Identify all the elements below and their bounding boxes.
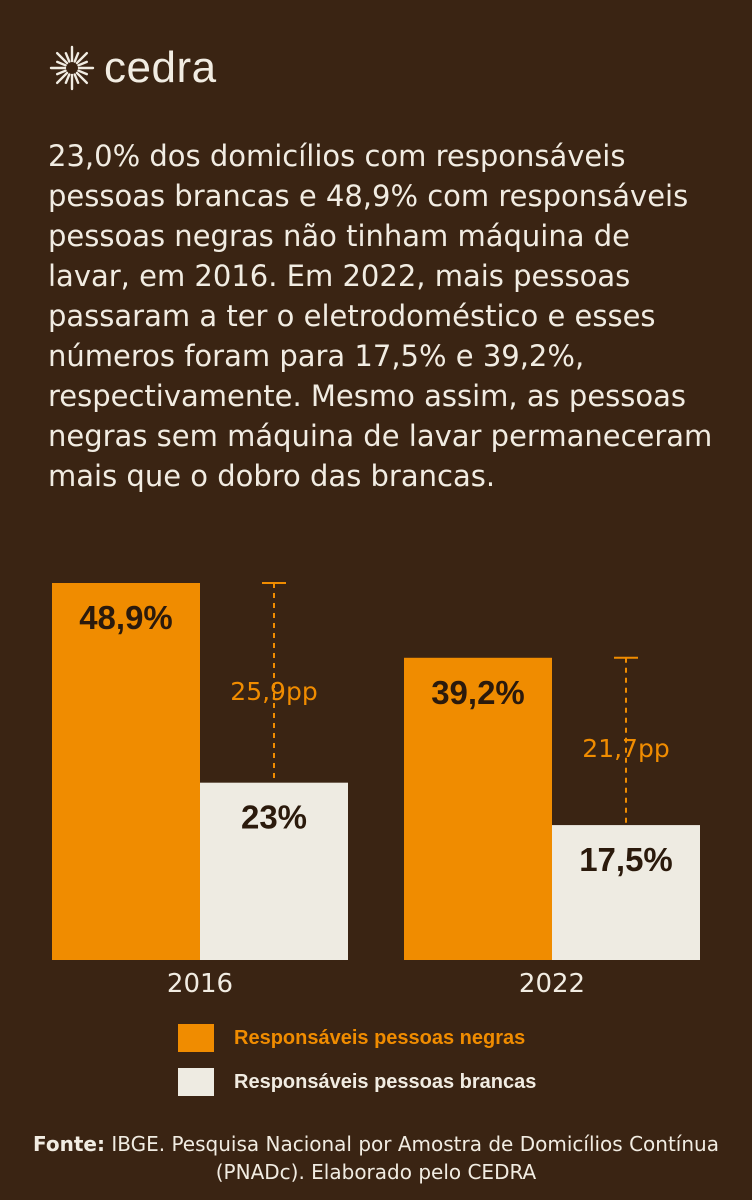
sunburst-ray xyxy=(75,71,89,85)
difference-label-2016: 25,9pp xyxy=(230,677,317,706)
legend-label-negras: Responsáveis pessoas negras xyxy=(234,1026,526,1049)
intro-text: 23,0% dos domicílios com responsáveis pe… xyxy=(48,139,713,493)
bar-chart: 48,9% 23% 25,9pp 2016 39,2% 17,5% 21,7pp 2022 xyxy=(52,582,700,999)
sunburst-ray xyxy=(73,73,80,84)
data-label-brancas-2022: 17,5% xyxy=(579,841,673,878)
x-tick-label-2016: 2016 xyxy=(167,969,233,999)
data-label-negras-2022: 39,2% xyxy=(431,674,525,711)
brand-logo: cedra xyxy=(48,40,217,96)
legend-item-negras: Responsáveis pessoas negras xyxy=(178,1022,536,1054)
sunburst-ray xyxy=(55,71,69,85)
legend: Responsáveis pessoas negras Responsáveis… xyxy=(178,1022,536,1110)
data-label-brancas-2016: 23% xyxy=(241,799,307,836)
bar-negras-2016 xyxy=(52,583,200,960)
sunburst-ray xyxy=(77,60,88,67)
legend-item-brancas: Responsáveis pessoas brancas xyxy=(178,1066,536,1098)
sunburst-icon xyxy=(49,45,95,91)
legend-label-brancas: Responsáveis pessoas brancas xyxy=(234,1070,537,1093)
bar-brancas-2022 xyxy=(552,825,700,960)
data-label-negras-2016: 48,9% xyxy=(79,599,173,636)
source-label: Fonte: xyxy=(33,1132,105,1156)
bar-negras-2022 xyxy=(404,657,552,960)
bar-brancas-2016 xyxy=(200,782,348,960)
sunburst-ray xyxy=(75,51,89,65)
sunburst-ray xyxy=(77,69,88,76)
sunburst-ray xyxy=(64,73,71,84)
difference-label-2022: 21,7pp xyxy=(582,734,669,763)
source-text: IBGE. Pesquisa Nacional por Amostra de D… xyxy=(104,1132,719,1184)
sunburst-ray xyxy=(64,52,71,63)
legend-swatch-negras xyxy=(178,1024,214,1052)
x-tick-label-2022: 2022 xyxy=(519,969,585,999)
sunburst-ray xyxy=(56,60,67,67)
legend-swatch-brancas xyxy=(178,1068,214,1096)
brand-name: cedra xyxy=(104,43,217,92)
sunburst-ray xyxy=(56,69,67,76)
sunburst-ray xyxy=(55,51,69,65)
source-footer: Fonte: IBGE. Pesquisa Nacional por Amost… xyxy=(20,1130,732,1186)
sunburst-ray xyxy=(73,52,80,63)
